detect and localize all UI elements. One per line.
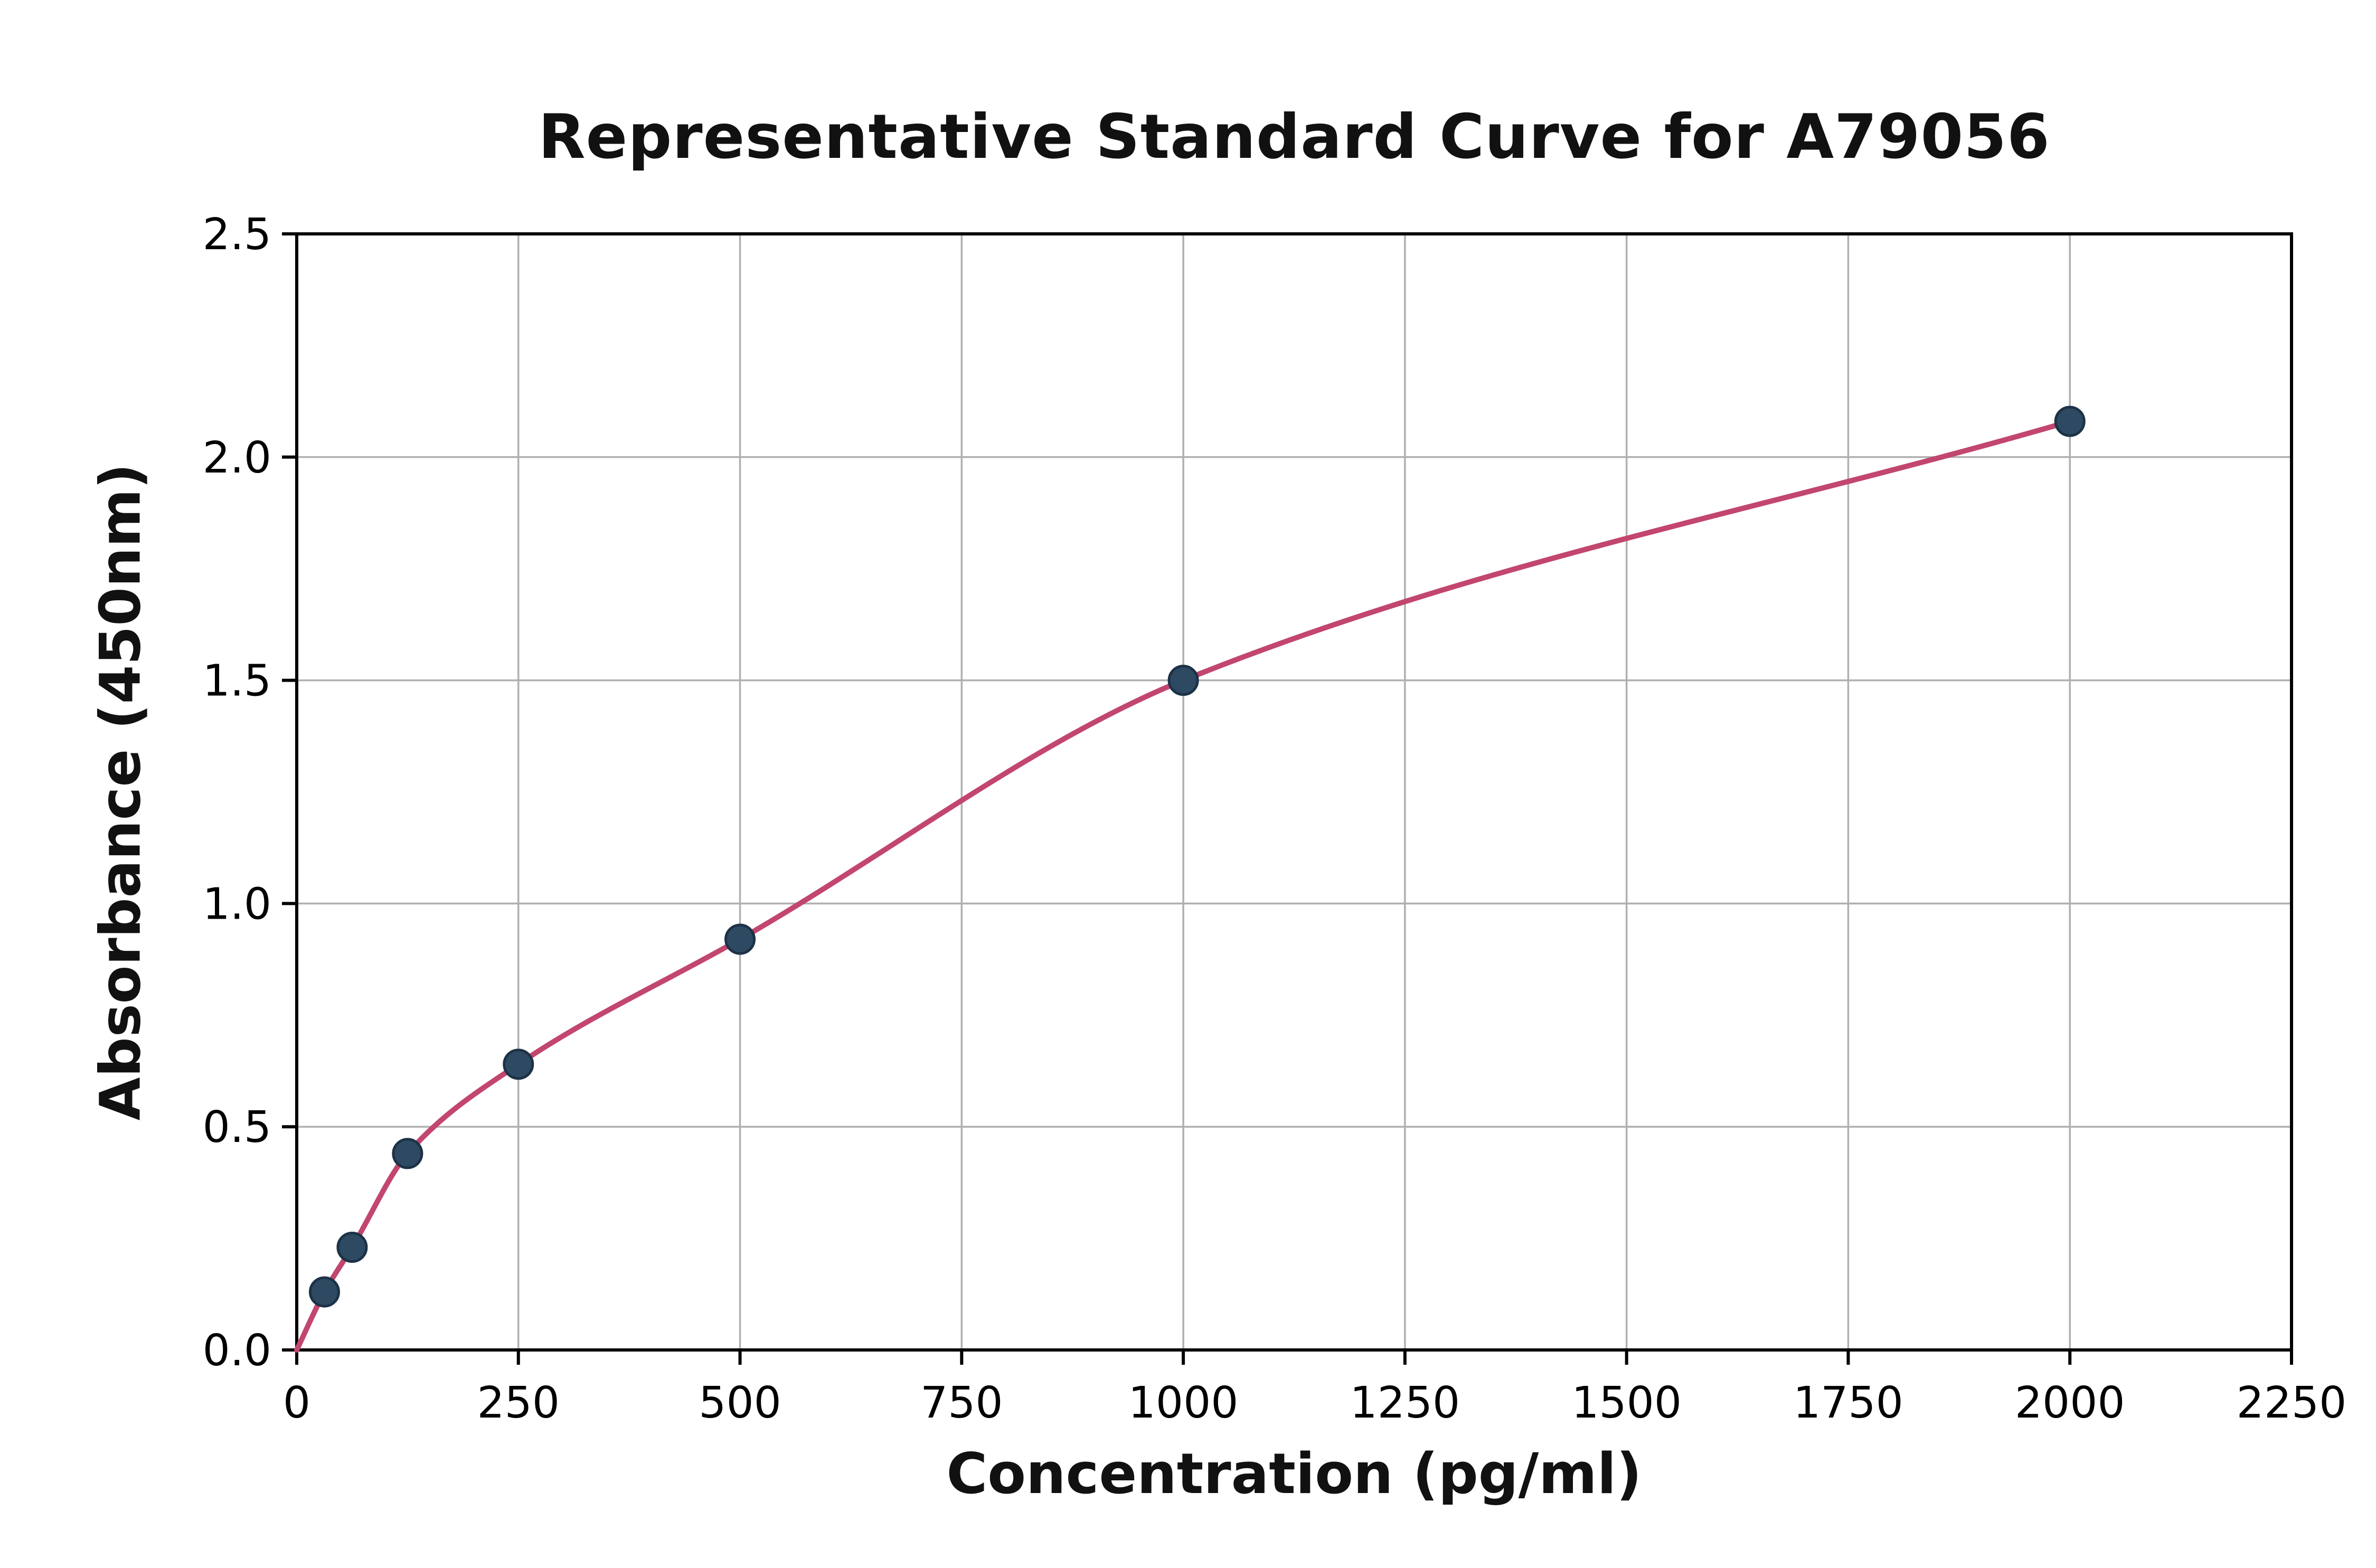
plot-frame: [295, 232, 2293, 1352]
y-tick-label: 0.5: [203, 1102, 271, 1153]
data-point: [503, 1049, 534, 1080]
data-point: [2054, 405, 2086, 437]
data-point: [308, 1276, 340, 1308]
x-tick-label: 1000: [1128, 1378, 1239, 1428]
x-tick-label: 1500: [1571, 1378, 1682, 1428]
y-tick-label: 1.5: [203, 656, 271, 706]
x-tick-label: 2250: [2237, 1378, 2347, 1428]
data-point: [1167, 665, 1199, 696]
x-tick-label: 500: [699, 1378, 781, 1428]
x-tick-label: 1250: [1350, 1378, 1460, 1428]
data-point: [724, 923, 756, 955]
y-tick-label: 2.5: [203, 210, 271, 260]
x-tick-label: 250: [477, 1378, 560, 1428]
chart-title: Representative Standard Curve for A79056: [538, 101, 2050, 173]
data-point: [392, 1138, 423, 1169]
y-tick-label: 1.0: [203, 879, 271, 929]
x-axis-label: Concentration (pg/ml): [946, 1441, 1642, 1506]
y-tick-label: 2.0: [203, 433, 271, 483]
x-tick-label: 0: [283, 1378, 310, 1428]
x-tick-label: 1750: [1793, 1378, 1903, 1428]
x-tick-label: 2000: [2015, 1378, 2125, 1428]
y-tick-label: 0.0: [203, 1326, 271, 1376]
x-tick-label: 750: [920, 1378, 1003, 1428]
data-point: [336, 1232, 368, 1263]
